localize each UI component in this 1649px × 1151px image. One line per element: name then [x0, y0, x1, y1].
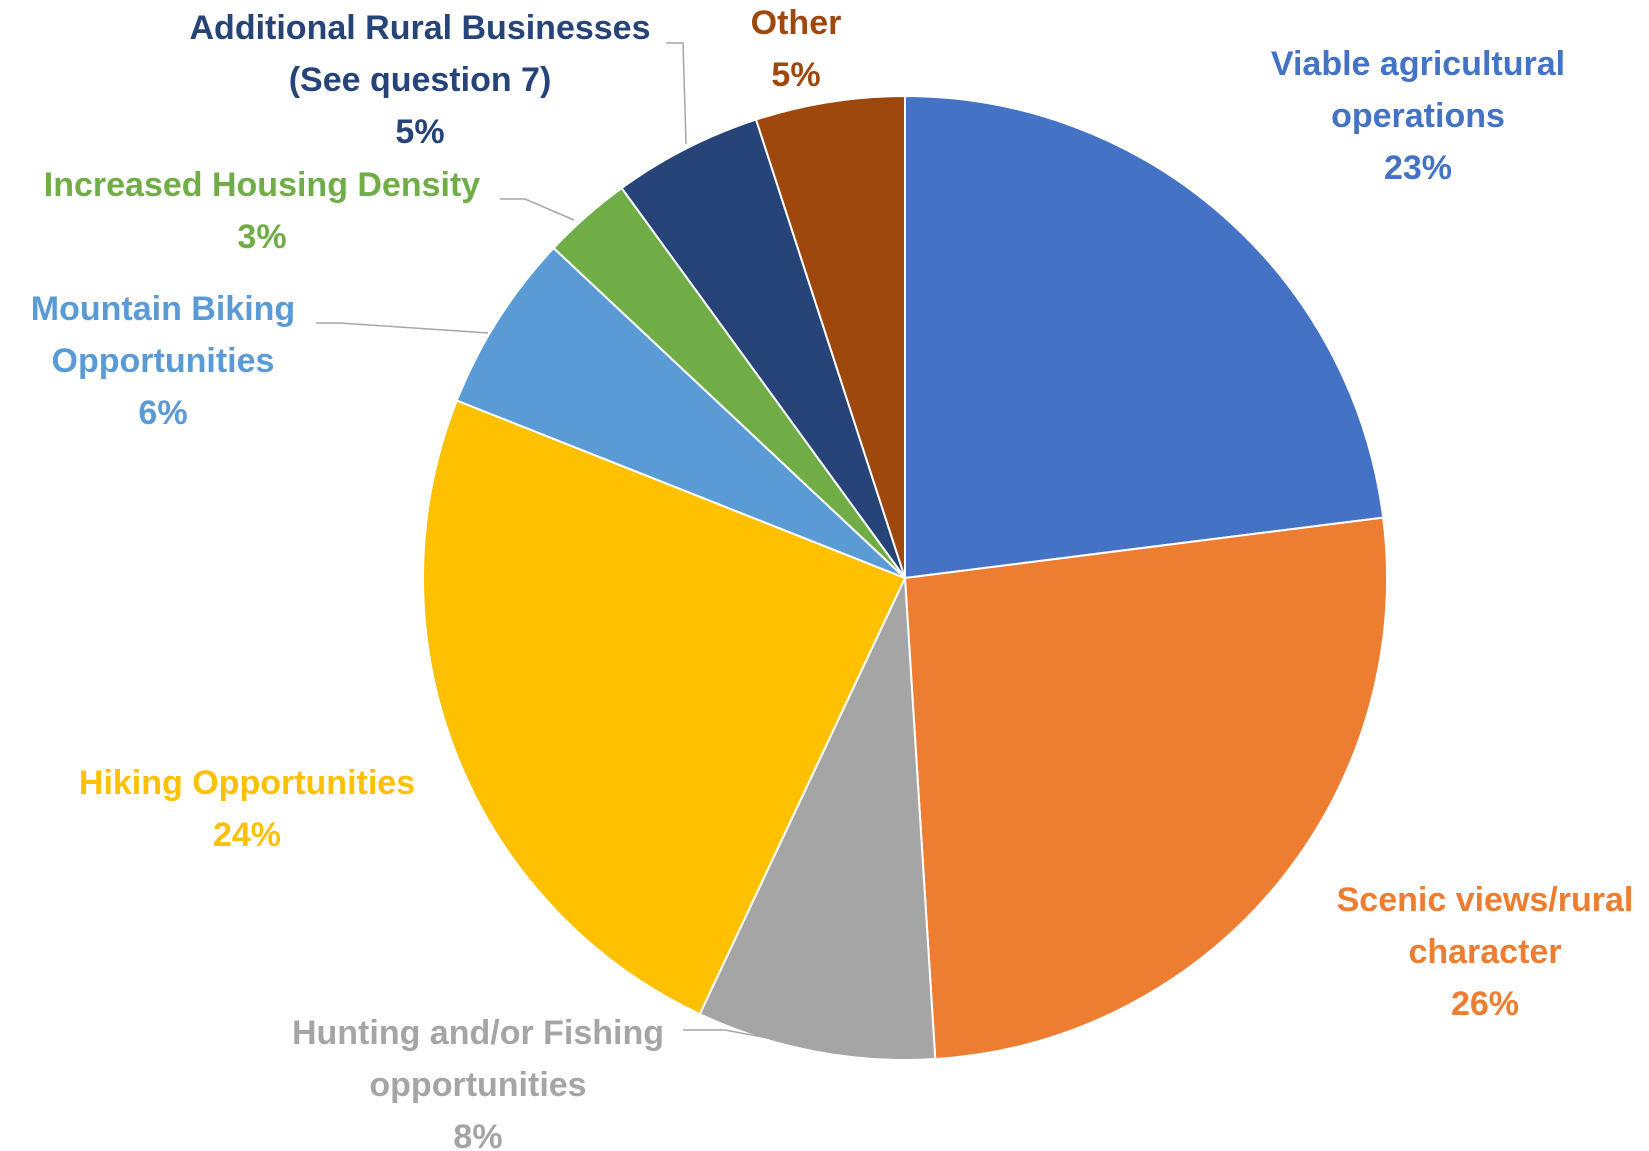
pie-slice — [755, 95, 906, 579]
slice-label: Mountain Biking Opportunities 6% — [31, 290, 295, 432]
data-labels: Viable agricultural operations 23% Scenic v… — [31, 4, 1634, 1151]
slice-percent-label: 26% — [1451, 985, 1519, 1023]
slice-category-label: operations — [1331, 97, 1505, 135]
leader-line — [666, 42, 687, 145]
slice-label: Hiking Opportunities 24% — [79, 764, 415, 854]
pie-slice — [698, 577, 937, 1061]
leader-line — [316, 322, 489, 334]
slice-category-label: opportunities — [369, 1066, 586, 1104]
slice-label: Additional Rural Businesses (See question… — [190, 9, 651, 151]
slice-percent-label: 6% — [138, 394, 187, 432]
slice-label: Increased Housing Density 3% — [44, 166, 481, 256]
slice-category-label: Opportunities — [52, 342, 275, 380]
leader-lines — [316, 42, 811, 1047]
pie-slices — [421, 95, 1388, 1061]
leader-line — [683, 1029, 811, 1047]
slice-category-label: Mountain Biking — [31, 290, 295, 328]
slice-label: Viable agricultural operations 23% — [1271, 45, 1565, 187]
slice-category-label: Viable agricultural — [1271, 45, 1565, 83]
pie-slice — [904, 95, 1385, 579]
slice-percent-label: 5% — [771, 56, 820, 94]
pie-slice — [904, 516, 1388, 1061]
slice-percent-label: 24% — [213, 816, 281, 854]
pie-slice — [421, 399, 906, 1016]
pie-slice — [455, 247, 906, 579]
slice-category-label: character — [1408, 933, 1561, 971]
slice-percent-label: 8% — [453, 1118, 502, 1151]
leader-line — [500, 198, 575, 221]
slice-category-label: Scenic views/rural — [1337, 881, 1634, 919]
slice-category-label: Hunting and/or Fishing — [292, 1014, 664, 1052]
slice-percent-label: 5% — [395, 113, 444, 151]
slice-label: Hunting and/or Fishing opportunities 8% — [292, 1014, 664, 1151]
slice-category-label: Other — [751, 4, 842, 42]
slice-category-label: Increased Housing Density — [44, 166, 481, 204]
pie-slice — [620, 118, 906, 579]
slice-category-label: (See question 7) — [289, 61, 552, 99]
slice-label: Other 5% — [751, 4, 842, 94]
slice-label: Scenic views/rural character 26% — [1337, 881, 1634, 1023]
slice-percent-label: 23% — [1384, 149, 1452, 187]
slice-category-label: Additional Rural Businesses — [190, 9, 651, 47]
slice-category-label: Hiking Opportunities — [79, 764, 415, 802]
slice-percent-label: 3% — [237, 218, 286, 256]
